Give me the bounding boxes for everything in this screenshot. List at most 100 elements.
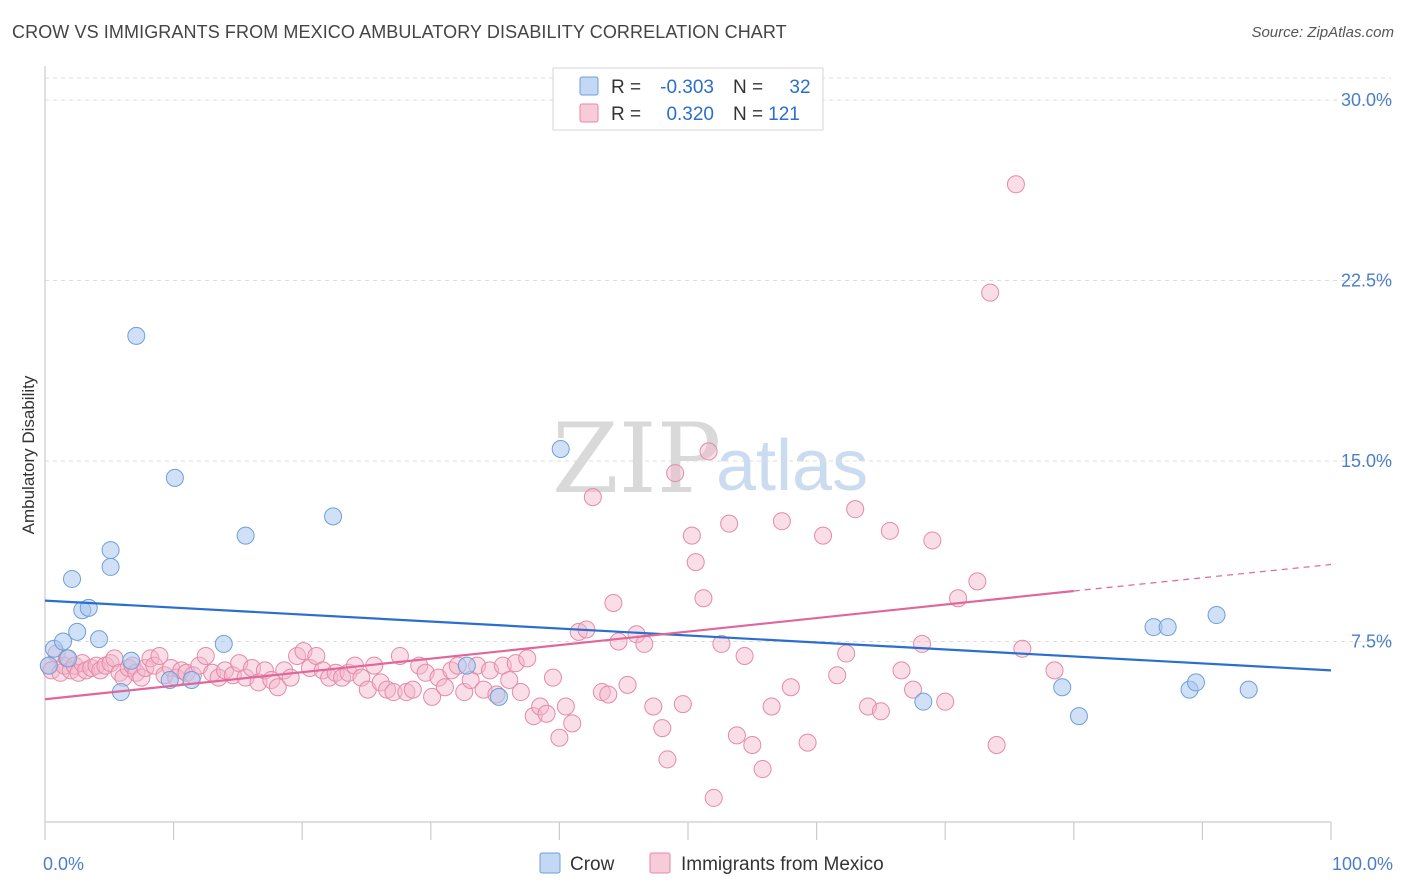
mexico-point (772, 512, 791, 531)
mexico-n-label: N = (733, 104, 763, 125)
crow-r-value: -0.303 (660, 77, 714, 98)
crow-point (1186, 673, 1205, 692)
crow-point (214, 634, 233, 653)
crow-point (59, 649, 78, 668)
crow-trend-line (44, 599, 1332, 672)
mexico-point (828, 666, 847, 685)
mexico-point (936, 692, 955, 711)
crow-point (160, 671, 179, 690)
legend-crow-label: Crow (570, 854, 615, 875)
y-tick-label: 15.0% (1341, 451, 1392, 471)
mexico-point (403, 680, 422, 699)
crow-point (90, 630, 109, 649)
watermark: ZIP atlas (552, 403, 868, 515)
legend-crow-swatch (539, 852, 561, 874)
mexico-point (96, 656, 115, 675)
mexico-trend-extension (1073, 563, 1332, 592)
mexico-point (281, 668, 300, 687)
mexico-point (644, 697, 663, 716)
mexico-point (720, 514, 739, 533)
crow-swatch (579, 76, 599, 96)
crow-point (1239, 680, 1258, 699)
axes: 7.5% 15.0% 22.5% 30.0% 0.0% 100.0% (43, 66, 1393, 874)
mexico-point (150, 646, 169, 665)
mexico-point (712, 634, 731, 653)
crow-point (63, 569, 82, 588)
mexico-point (658, 750, 677, 769)
crow-point (551, 440, 570, 458)
gridlines (45, 77, 1391, 643)
crow-point (182, 671, 201, 690)
mexico-point (814, 526, 833, 545)
mexico-point (762, 697, 781, 716)
mexico-point (913, 634, 932, 653)
crow-point (68, 622, 87, 641)
stats-legend: R = -0.303 N = 32 R = 0.320 N = 121 (552, 67, 824, 131)
mexico-point (987, 735, 1006, 754)
mexico-point (423, 687, 442, 706)
mexico-point (196, 646, 215, 665)
mexico-point (435, 678, 454, 697)
mexico-trend-line (44, 589, 1074, 701)
mexico-r-label: R = (611, 104, 641, 125)
crow-point (914, 692, 933, 711)
crow-n-label: N = (733, 77, 763, 98)
mexico-point (543, 668, 562, 687)
mexico-point (500, 671, 519, 690)
mexico-point (735, 646, 754, 665)
mexico-point (635, 634, 654, 653)
y-tick-label: 30.0% (1341, 90, 1392, 110)
mexico-point (563, 714, 582, 733)
y-axis-title: Ambulatory Disability (19, 375, 38, 534)
series-legend: Crow Immigrants from Mexico (539, 852, 884, 875)
mexico-point (91, 661, 110, 680)
mexico-point (384, 683, 403, 702)
y-tick-label: 7.5% (1351, 632, 1392, 652)
crow-r-label: R = (611, 77, 641, 98)
series-mexico-points (39, 175, 1064, 807)
mexico-point (781, 678, 800, 697)
mexico-point (1045, 661, 1064, 680)
crow-point (236, 526, 255, 545)
legend-mexico-swatch (649, 852, 671, 874)
mexico-point (846, 500, 865, 519)
crow-point (489, 687, 508, 706)
mexico-point (704, 788, 723, 807)
mexico-point (871, 702, 890, 721)
crow-point (1158, 618, 1177, 637)
mexico-point (604, 594, 623, 613)
mexico-point (682, 526, 701, 545)
mexico-point (599, 685, 618, 704)
mexico-point (923, 531, 942, 550)
mexico-r-value: 0.320 (666, 104, 714, 125)
mexico-point (583, 488, 602, 507)
mexico-point (531, 697, 550, 716)
mexico-point (1006, 175, 1025, 194)
crow-point (1053, 678, 1072, 697)
mexico-point (371, 673, 390, 692)
x-tick-label: 0.0% (43, 854, 84, 874)
mexico-point (609, 632, 628, 651)
crow-point (127, 326, 146, 345)
mexico-point (699, 442, 718, 461)
mexico-point (618, 675, 637, 694)
crow-point (101, 557, 120, 576)
crow-point (1207, 606, 1226, 625)
y-tick-label: 22.5% (1341, 271, 1392, 291)
series-crow-points (39, 326, 1258, 726)
mexico-point (686, 553, 705, 572)
mexico-point (518, 649, 537, 668)
mexico-point (556, 697, 575, 716)
legend-mexico-label: Immigrants from Mexico (681, 854, 884, 875)
mexico-point (837, 644, 856, 663)
mexico-swatch (579, 103, 599, 123)
crow-n-value: 32 (789, 77, 810, 98)
mexico-point (537, 704, 556, 723)
watermark-zip: ZIP (552, 403, 721, 515)
mexico-point (727, 726, 746, 745)
mexico-point (798, 733, 817, 752)
x-tick-label: 100.0% (1332, 854, 1393, 874)
crow-point (457, 656, 476, 675)
mexico-point (666, 464, 685, 483)
